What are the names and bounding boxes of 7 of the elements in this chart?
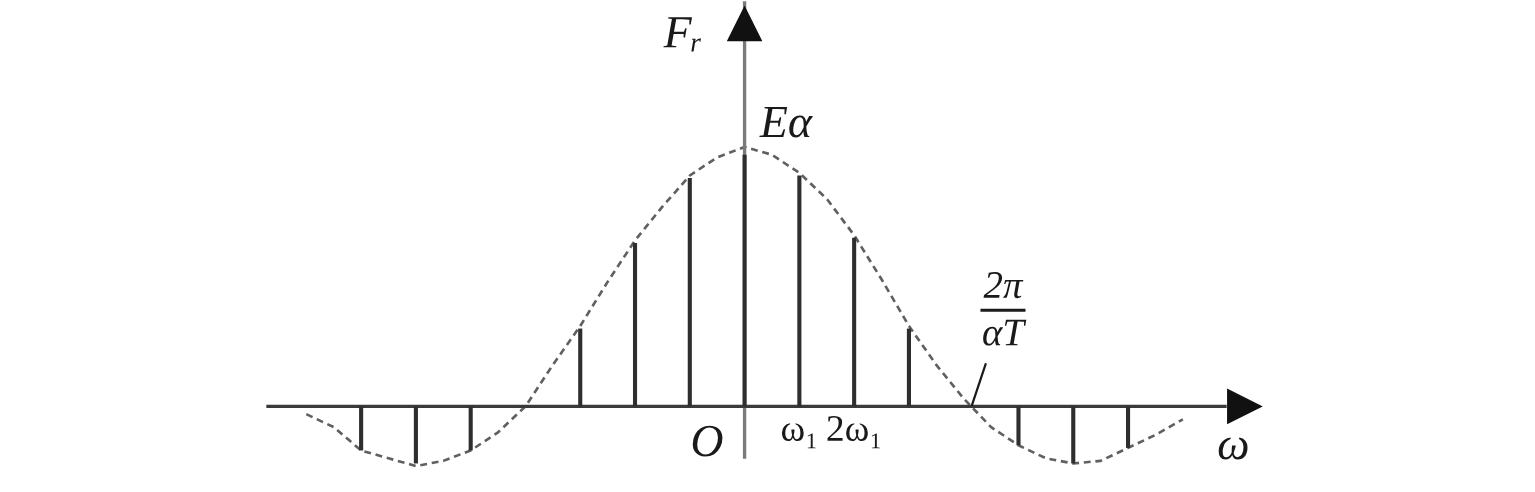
x-axis-title: ω [1218, 437, 1248, 460]
text: Eα [759, 107, 813, 138]
annotation: O [692, 425, 723, 457]
annotation: 2π αT [983, 272, 1027, 346]
x-tick-label: ω₁ [781, 423, 816, 449]
y-axis-title: Fᵣ [663, 17, 701, 52]
x-tick-label: 2ω₁ [827, 415, 880, 449]
